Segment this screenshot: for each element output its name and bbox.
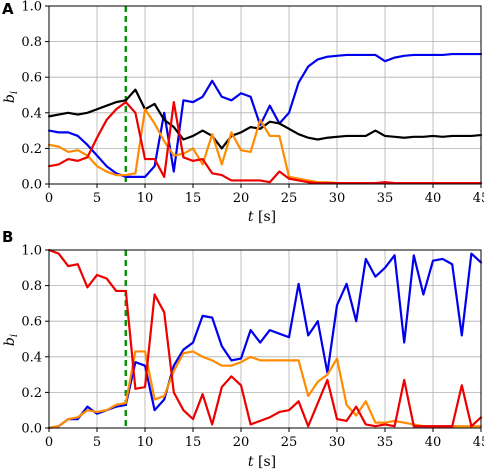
panel-b-y-tick-label: 0.8 <box>21 279 42 294</box>
panel-a-y-tick-label: 1.0 <box>21 0 42 15</box>
panel-b-y-tick-label: 0.6 <box>21 315 42 330</box>
panel-a-x-tick-label: 10 <box>137 191 154 206</box>
panel-b-x-tick-label: 35 <box>377 435 394 450</box>
panel-a-x-tick-label: 25 <box>281 191 298 206</box>
panel-a-series-blue-line <box>47 52 483 178</box>
panel-b-x-tick-label: 25 <box>281 435 298 450</box>
panel-b-x-tick-label: 40 <box>425 435 442 450</box>
panel-a-x-tick-label: 35 <box>377 191 394 206</box>
panel-b: B 0 5 10 15 20 25 30 35 40 45 0.0 0.2 0.4 0.6 0.8 1.0 t… <box>2 228 484 470</box>
panel-a-x-tick-label: 20 <box>233 191 250 206</box>
panel-b-series-orange-line <box>47 350 483 430</box>
panel-b-y-tick-label: 0.0 <box>21 422 42 437</box>
panel-a-x-tick-label: 15 <box>185 191 202 206</box>
panel-a-x-tick-label: 0 <box>45 191 53 206</box>
panel-b-y-tick-label: 0.4 <box>21 350 42 365</box>
panel-a-y-tick-label: 0.0 <box>21 178 42 193</box>
panel-b-x-tick-label: 10 <box>137 435 154 450</box>
panel-b-x-tick-label: 0 <box>45 435 53 450</box>
panel-a-x-tick-label: 40 <box>425 191 442 206</box>
panel-b-x-tick-label: 45 <box>473 435 484 450</box>
panel-b-x-tick-label: 5 <box>93 435 101 450</box>
panel-a-x-axis-label: t [s] <box>248 209 276 225</box>
panel-b-series-red-line <box>47 248 483 428</box>
panel-a-x-tick-label: 5 <box>93 191 101 206</box>
panel-a-plot-frame <box>48 5 482 185</box>
panel-b-label: B <box>2 228 13 246</box>
panel-a-x-tick-label: 30 <box>329 191 346 206</box>
panel-a-series-black-line <box>47 88 483 150</box>
panel-a: A 0 5 10 15 20 25 30 35 40 45 0.0 0.2 0.4 0.6 0.8 1.0 t… <box>2 0 484 225</box>
panel-b-x-tick-label: 30 <box>329 435 346 450</box>
panel-b-y-tick-label: 0.2 <box>21 386 42 401</box>
panel-a-x-tick-label: 45 <box>473 191 484 206</box>
panel-a-label: A <box>2 0 14 18</box>
panel-b-y-tick-label: 1.0 <box>21 244 42 259</box>
panel-b-x-tick-label: 15 <box>185 435 202 450</box>
panel-b-series-blue-line <box>47 252 483 430</box>
panel-a-series-red-line <box>47 101 483 185</box>
panel-b-y-axis-label: bi <box>2 334 20 346</box>
panel-b-x-axis-label: t [s] <box>248 454 276 470</box>
panel-a-y-tick-label: 0.2 <box>21 142 42 157</box>
panel-a-y-tick-label: 0.6 <box>21 71 42 86</box>
panel-b-x-tick-label: 20 <box>233 435 250 450</box>
panel-a-y-axis-label: bi <box>2 91 20 103</box>
panel-a-y-tick-label: 0.8 <box>21 35 42 50</box>
panel-a-y-tick-label: 0.4 <box>21 106 42 121</box>
panel-b-plot-frame <box>48 249 482 429</box>
